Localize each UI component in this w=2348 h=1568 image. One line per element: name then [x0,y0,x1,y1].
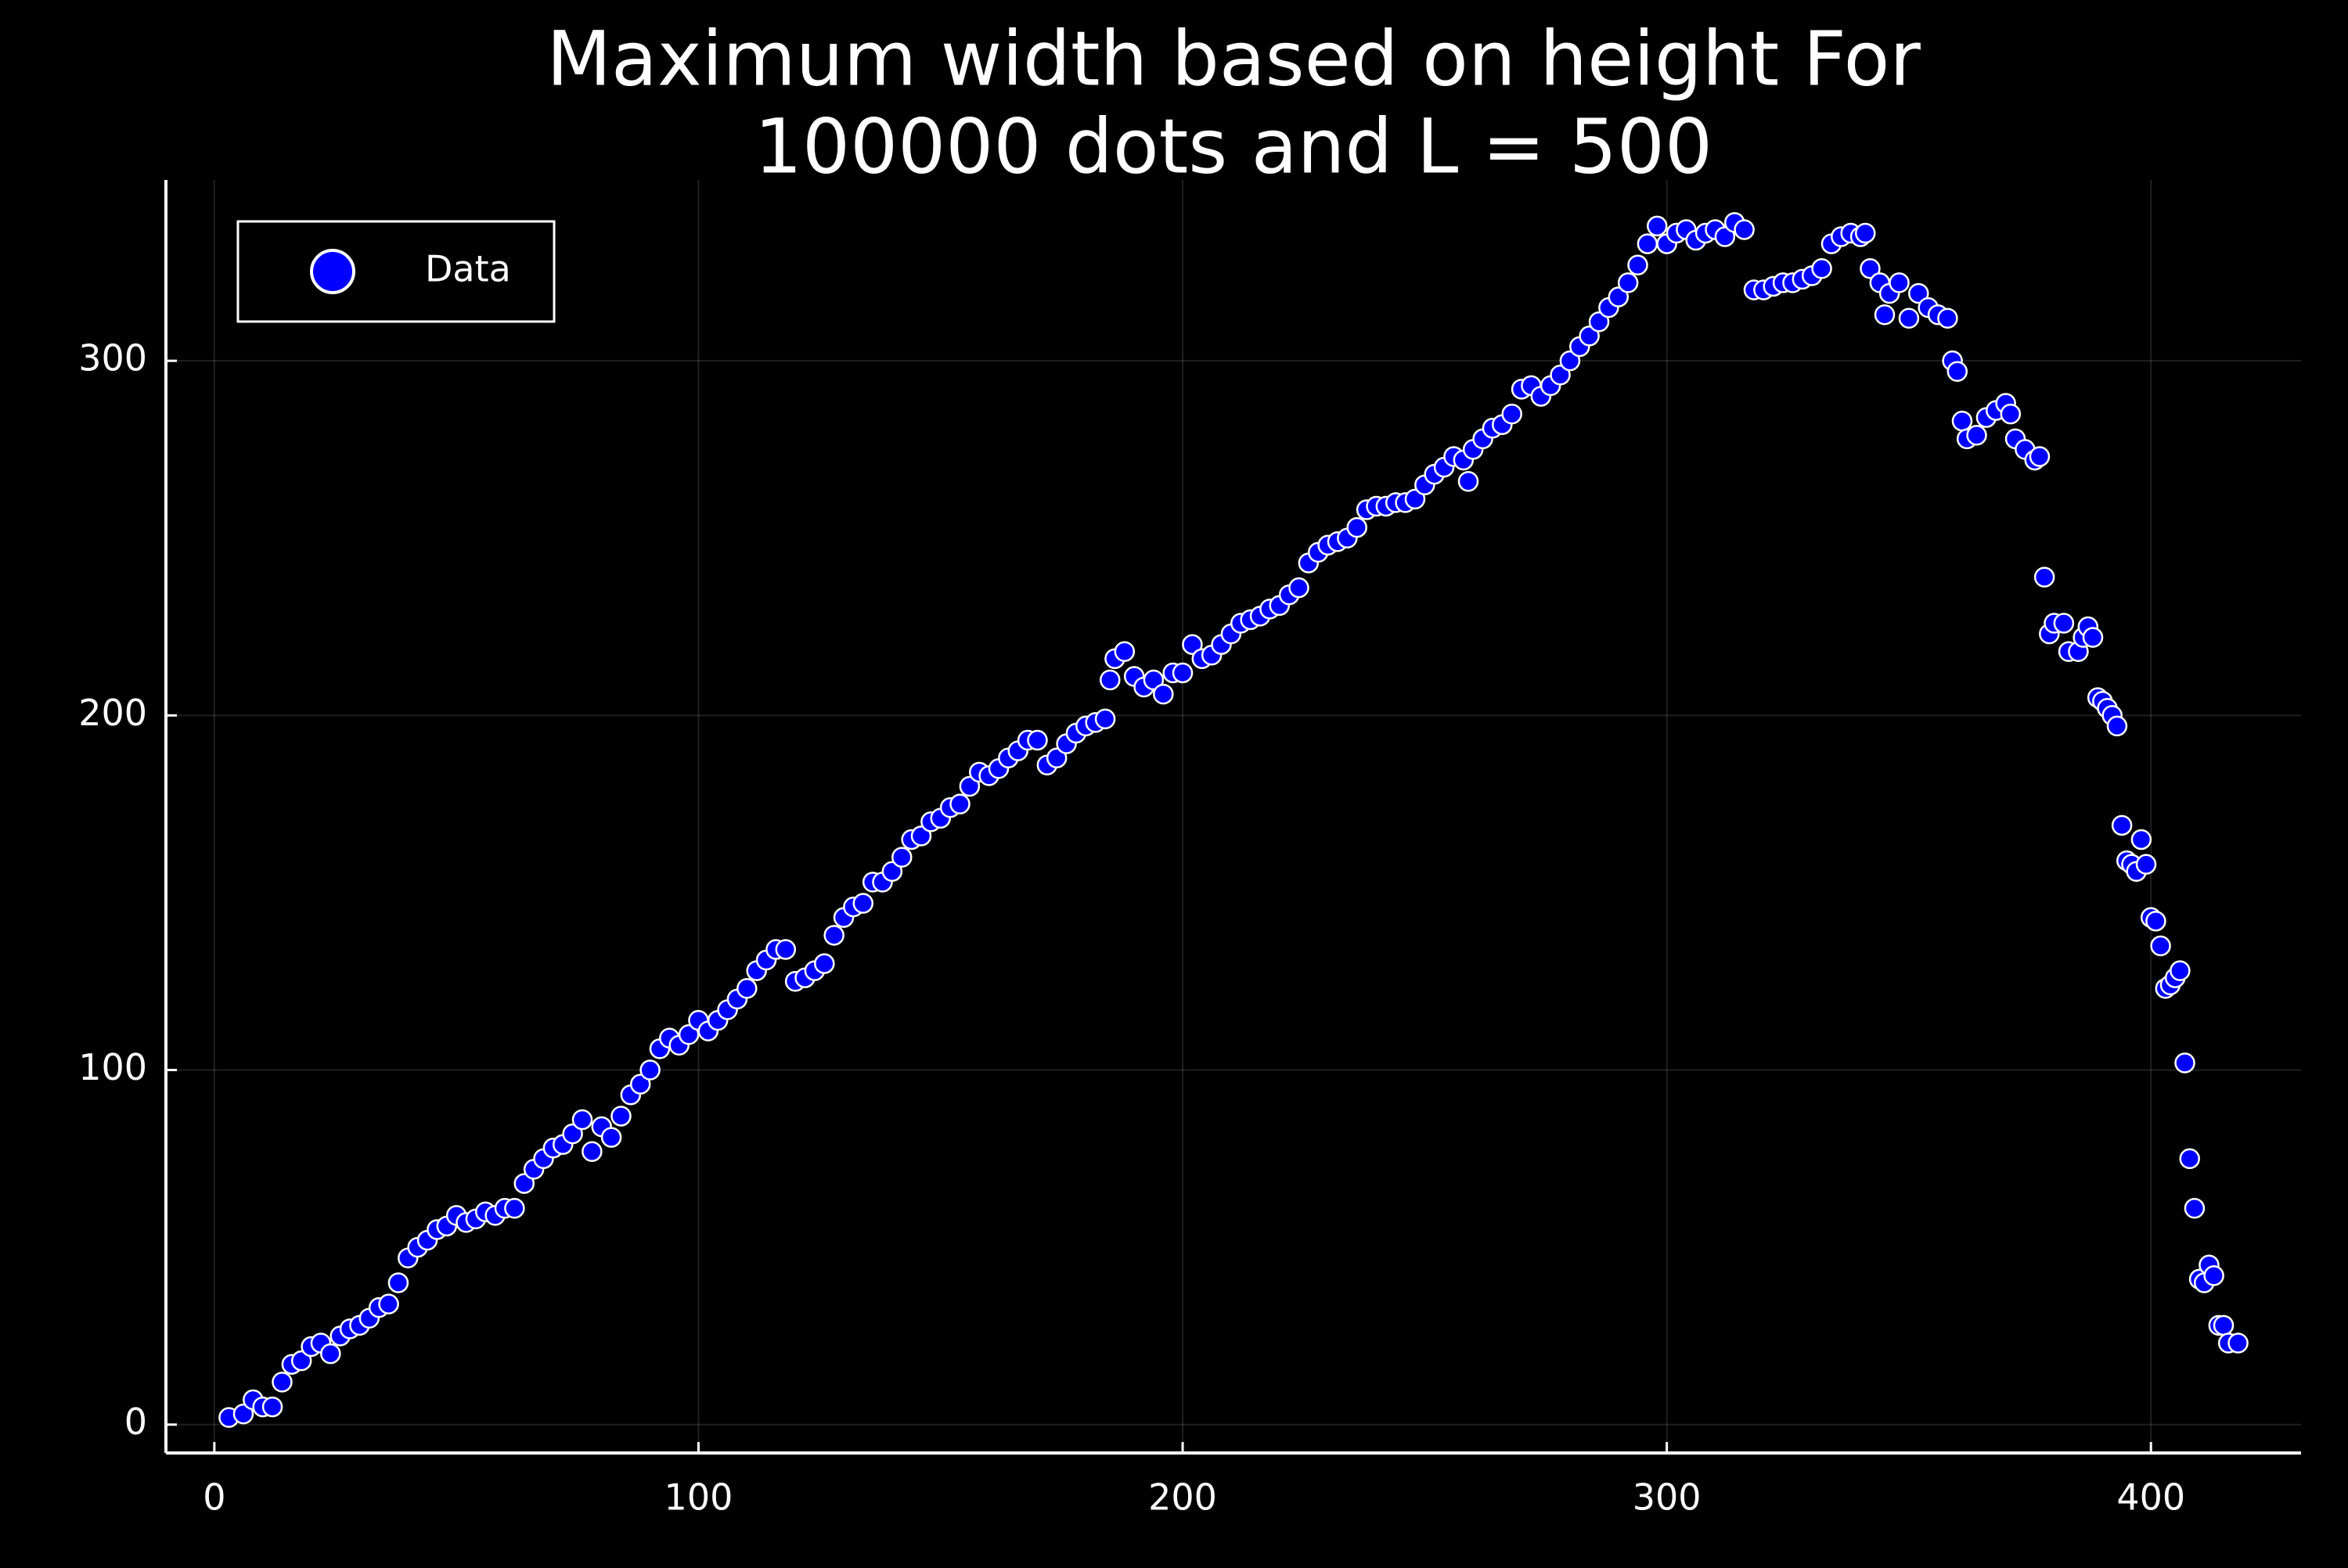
x-tick-label: 400 [2116,1476,2185,1519]
point [571,1109,593,1131]
point [504,1198,525,1219]
point [1588,311,1610,333]
point [823,925,844,946]
point [1027,729,1048,751]
point [1855,222,1876,244]
point [290,1350,312,1372]
point [2029,446,2051,467]
point [2213,1314,2235,1336]
x-tick-label: 0 [203,1476,225,1519]
point [1966,425,1987,446]
point [1288,577,1309,599]
point [2227,1332,2249,1354]
point [2150,935,2171,957]
point [378,1293,399,1314]
point [582,1141,603,1163]
point [1404,488,1426,510]
point [600,1127,622,1148]
point [1951,410,1973,432]
chart-title: Maximum width based on height For [546,15,1921,102]
point [1637,233,1658,254]
point [1608,286,1630,307]
point [1811,258,1832,279]
point [1908,282,1929,304]
legend-label: Data [425,248,511,290]
point [1898,307,1920,329]
x-tick-label: 300 [1633,1476,1702,1519]
point [1346,516,1367,538]
point [2135,854,2157,875]
point [2179,1148,2200,1170]
point [814,953,835,974]
point [949,793,971,815]
point [1946,361,1968,382]
point [1617,272,1639,293]
point [562,1123,583,1145]
point [1457,470,1479,492]
point [678,1023,700,1045]
point [1714,226,1736,247]
point [2082,627,2104,648]
point [1889,272,1910,293]
point [852,893,874,914]
point [1550,365,1571,386]
point [2203,1265,2224,1286]
point [1153,683,1174,705]
point [1627,254,1648,276]
point [1874,304,1896,325]
point [891,847,913,868]
point [2111,815,2133,836]
point [272,1372,293,1393]
point [736,978,758,999]
point [1100,669,1121,691]
point [959,775,981,797]
chart-title: 100000 dots and L = 500 [754,102,1712,190]
point [1143,669,1165,691]
point [639,1059,661,1081]
point [2130,829,2152,851]
point [2053,613,2075,634]
y-tick-label: 300 [78,337,147,379]
legend-box [236,220,556,323]
point [1647,215,1668,237]
point [1579,325,1600,347]
y-tick-label: 200 [78,692,147,734]
y-tick-label: 100 [78,1046,147,1088]
point [2000,403,2022,425]
point [2033,566,2055,588]
legend-marker [310,249,355,294]
point [629,1074,651,1095]
y-tick-label: 0 [124,1401,147,1443]
x-tick-label: 200 [1148,1476,1217,1519]
point [1937,307,1958,329]
point [610,1106,632,1127]
point [1860,258,1881,279]
point [1172,662,1194,684]
point [2174,1052,2195,1074]
x-tick-label: 100 [664,1476,733,1519]
point [1734,219,1755,240]
point [2184,1198,2206,1219]
point [2145,910,2166,932]
point [1114,641,1136,663]
point [2170,960,2191,981]
point [775,939,797,960]
point [1182,634,1203,655]
point [513,1173,535,1194]
point [1559,350,1581,372]
point [387,1272,409,1293]
point [232,1403,254,1425]
point [881,861,903,882]
point [910,825,932,847]
point [1501,403,1522,425]
point [2106,715,2128,737]
point [261,1396,283,1418]
point [1094,708,1116,730]
point [320,1343,341,1365]
point [1046,747,1068,768]
